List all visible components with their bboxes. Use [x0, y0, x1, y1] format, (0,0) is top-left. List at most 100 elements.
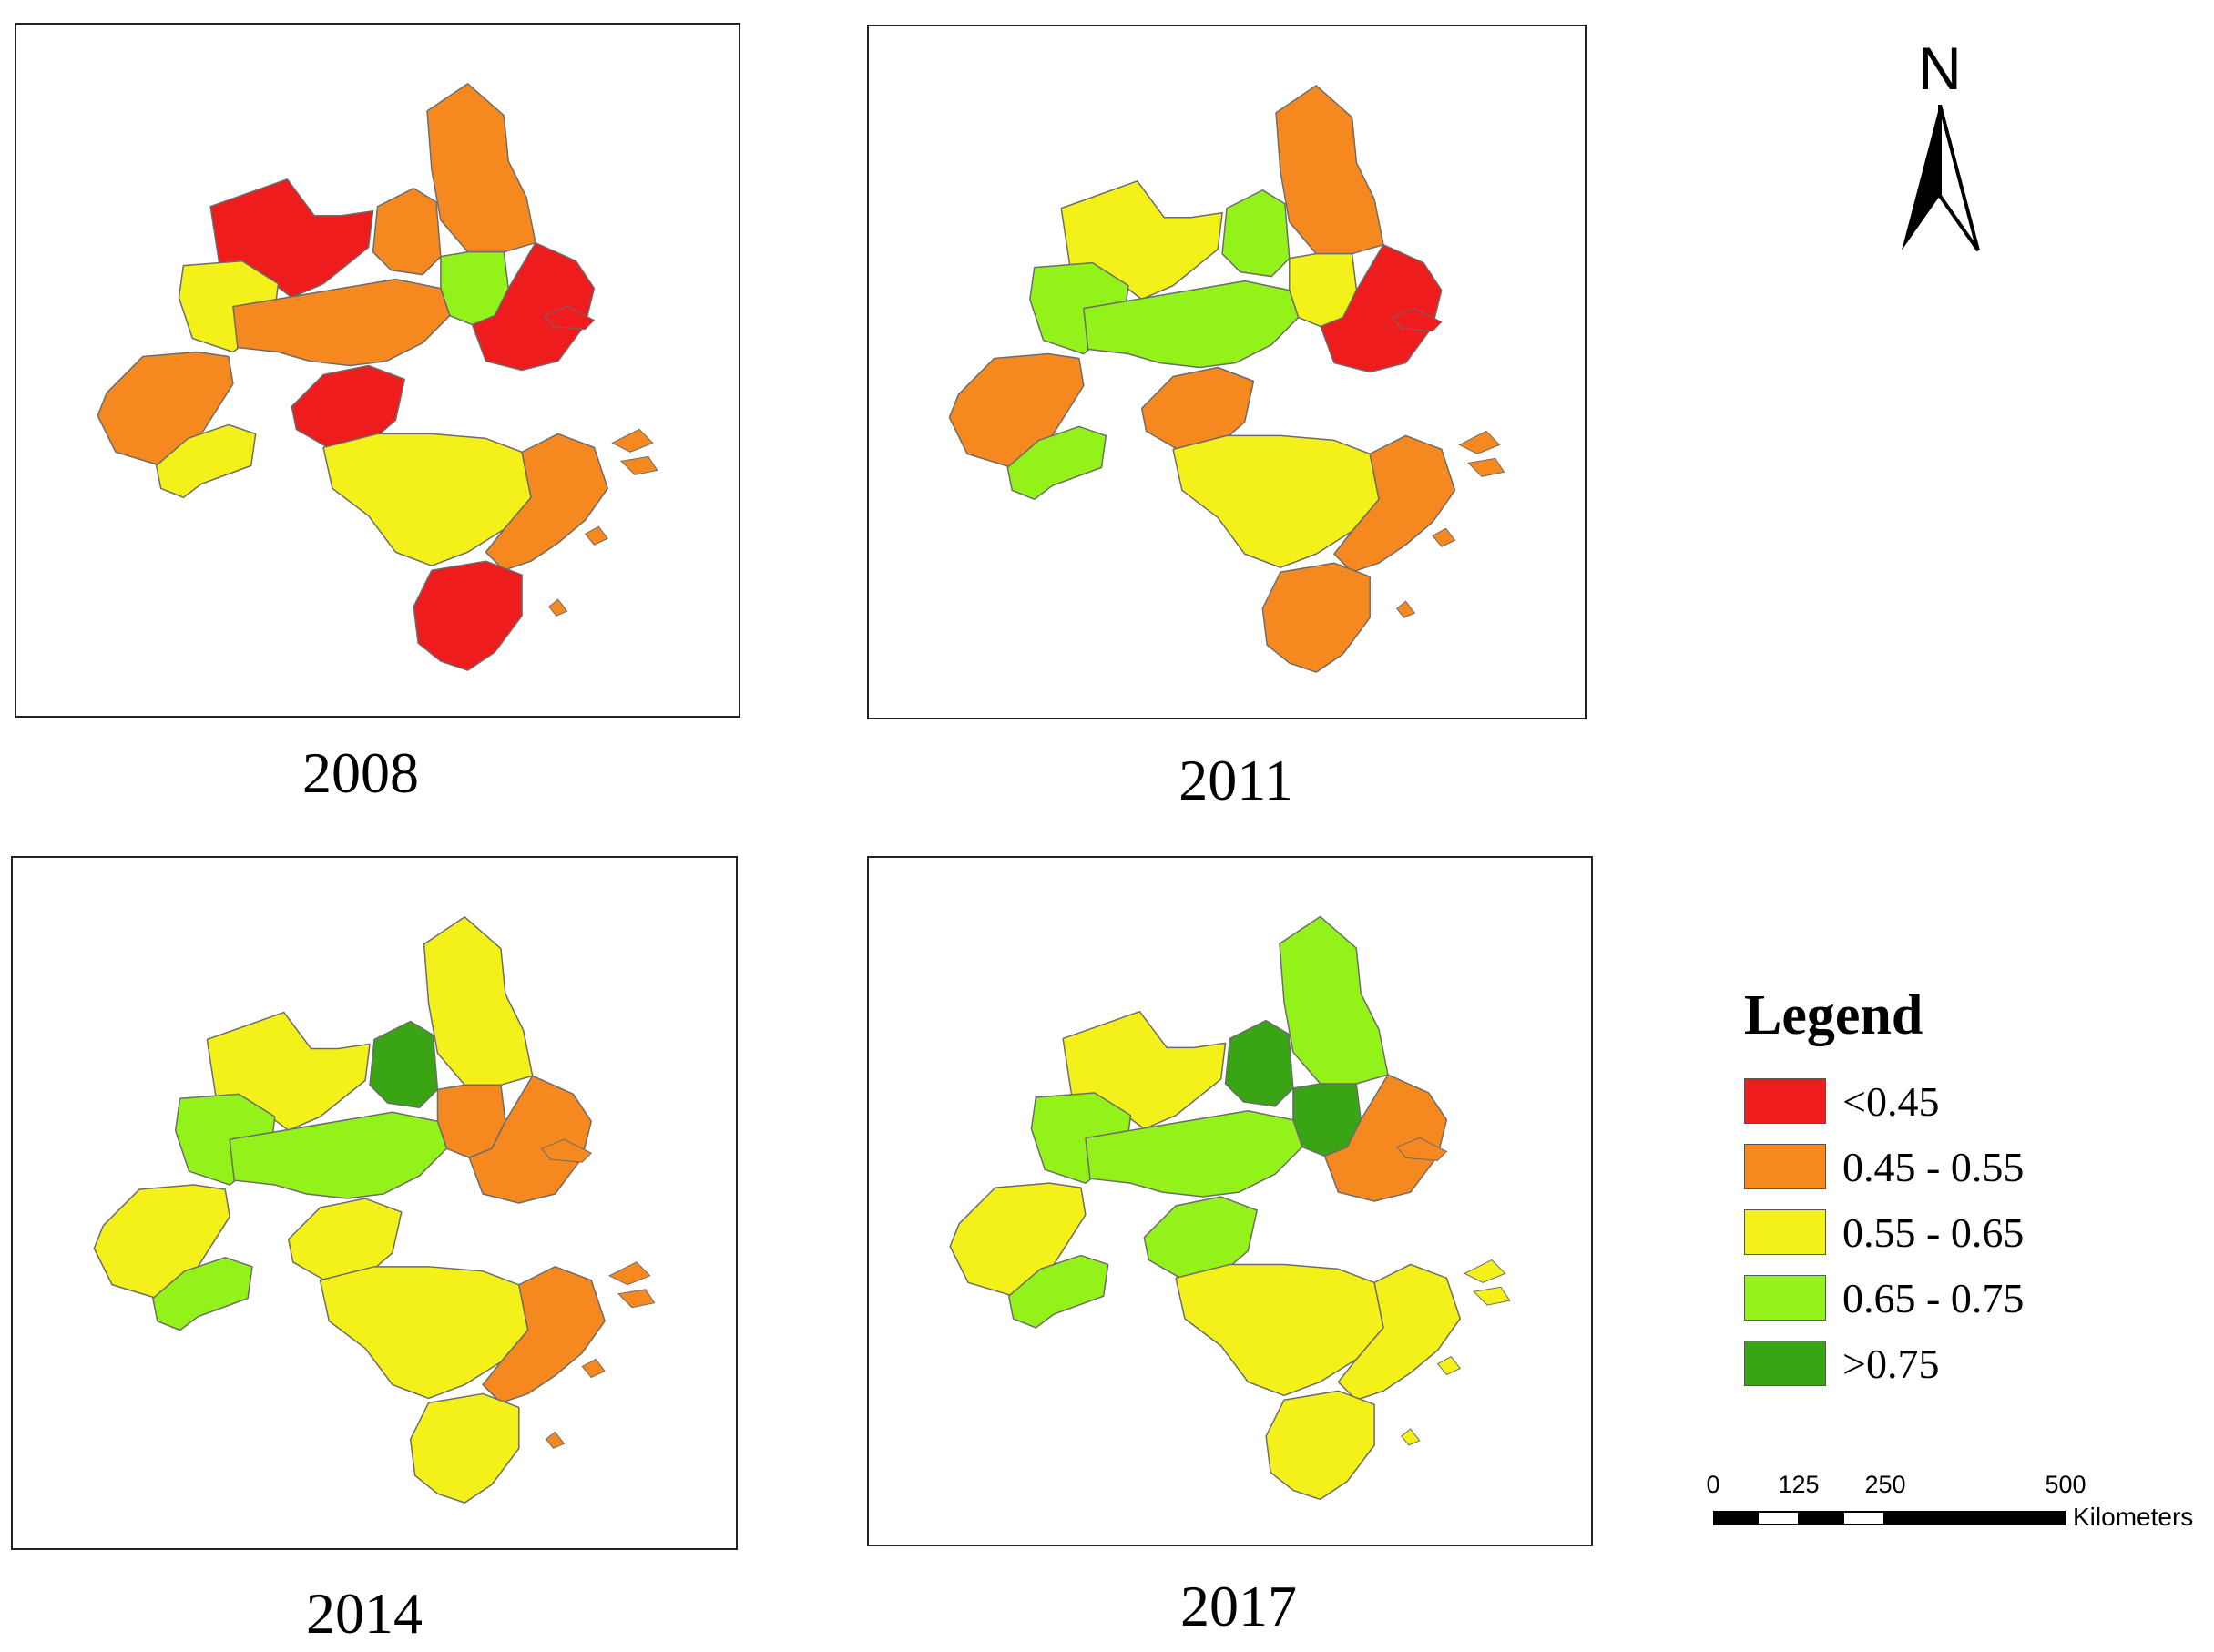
region-group — [97, 83, 658, 671]
island — [1395, 600, 1416, 618]
island — [1432, 527, 1456, 547]
legend: Legend <0.45 0.45 - 0.55 0.55 - 0.65 0.6… — [1744, 984, 2127, 1396]
region-center-band — [232, 278, 451, 367]
region-west-lower — [1007, 1254, 1109, 1329]
legend-label: 0.65 - 0.75 — [1842, 1274, 2025, 1321]
north-arrow: N — [1885, 36, 1995, 264]
map-panel-2014 — [11, 856, 738, 1550]
region-west — [93, 1184, 230, 1300]
region-group — [93, 916, 656, 1504]
region-south-coast — [1337, 1263, 1462, 1402]
region-east — [468, 1075, 592, 1204]
year-label-2017: 2017 — [1180, 1574, 1297, 1638]
legend-label: 0.55 - 0.65 — [1842, 1208, 2025, 1256]
region-west — [948, 352, 1085, 469]
map-2017 — [949, 915, 1511, 1501]
island — [1401, 1428, 1421, 1446]
region-south-tip — [1265, 1390, 1375, 1501]
island — [1458, 430, 1501, 454]
island — [1467, 457, 1505, 477]
island — [1396, 1137, 1448, 1161]
island — [548, 598, 568, 617]
region-center — [291, 364, 405, 449]
legend-item: 0.55 - 0.65 — [1744, 1199, 2127, 1265]
region-west — [949, 1182, 1087, 1297]
scale-segment — [1713, 1511, 1757, 1525]
legend-item: <0.45 — [1744, 1068, 2127, 1134]
region-north-mid — [369, 1020, 439, 1109]
region-north-tip — [1279, 915, 1389, 1085]
legend-title: Legend — [1744, 984, 1923, 1046]
island — [581, 1358, 606, 1379]
year-label-2011: 2011 — [1178, 748, 1293, 812]
scale-tick-label: 0 — [1706, 1471, 1720, 1498]
island — [584, 525, 609, 546]
region-center — [287, 1198, 403, 1281]
island — [1436, 1356, 1462, 1376]
region-north-tip — [423, 916, 534, 1086]
legend-label: >0.75 — [1842, 1340, 1940, 1387]
legend-swatch — [1744, 1275, 1826, 1321]
region-north-mid — [372, 188, 442, 276]
map-2011 — [948, 85, 1505, 673]
region-west-lower — [155, 423, 257, 499]
region-group — [948, 85, 1505, 673]
region-north-tip — [1275, 85, 1384, 255]
island — [1464, 1259, 1506, 1283]
island — [607, 1261, 651, 1286]
region-center-band — [1085, 1110, 1303, 1198]
legend-swatch — [1744, 1341, 1826, 1386]
legend-swatch — [1744, 1209, 1826, 1255]
region-north-mid — [1224, 1019, 1294, 1107]
region-south-coast — [482, 1266, 606, 1404]
scale-tick-label: 250 — [1864, 1471, 1906, 1498]
map-panel-2008 — [15, 23, 740, 718]
region-south-tip — [413, 560, 523, 671]
island — [545, 1431, 566, 1449]
legend-item: 0.45 - 0.55 — [1744, 1134, 2127, 1199]
island — [1391, 308, 1443, 332]
region-group — [949, 915, 1511, 1501]
scale-bar: 0 125 250 500 Kilometers — [1703, 1471, 2213, 1544]
region-east — [1320, 243, 1443, 373]
region-south-coast — [1333, 434, 1456, 573]
region-north-tip — [426, 83, 536, 253]
north-label: N — [1918, 35, 1962, 102]
map-panel-2017 — [867, 856, 1593, 1546]
region-center-band — [229, 1111, 448, 1199]
region-center — [1143, 1196, 1258, 1280]
region-center-band — [1083, 280, 1300, 369]
map-2008 — [97, 83, 658, 671]
map-panel-2011 — [867, 25, 1587, 719]
region-north-mid — [1221, 189, 1291, 278]
region-east — [471, 241, 596, 372]
scale-segment — [1757, 1511, 1800, 1525]
scale-segment — [1885, 1511, 2066, 1525]
region-west-lower — [1006, 425, 1107, 501]
legend-label: 0.45 - 0.55 — [1842, 1143, 2025, 1190]
region-center — [1140, 366, 1255, 451]
legend-label: <0.45 — [1842, 1077, 1940, 1125]
year-label-2008: 2008 — [302, 740, 419, 805]
region-west-lower — [152, 1257, 253, 1331]
scale-tick-label: 500 — [2045, 1471, 2086, 1498]
scale-tick-label: 125 — [1778, 1471, 1820, 1498]
region-south-coast — [485, 433, 609, 571]
year-label-2014: 2014 — [306, 1581, 423, 1646]
legend-swatch — [1744, 1078, 1826, 1124]
scale-segment — [1800, 1511, 1842, 1525]
island — [544, 306, 596, 331]
island — [1473, 1286, 1511, 1306]
island — [611, 428, 654, 453]
region-west — [97, 351, 234, 467]
north-arrow-icon — [1902, 105, 1980, 252]
map-2014 — [93, 916, 656, 1504]
island — [540, 1138, 593, 1163]
legend-item: >0.75 — [1744, 1331, 2127, 1396]
scale-unit-label: Kilometers — [2073, 1503, 2194, 1531]
island — [620, 455, 658, 475]
region-east — [1323, 1074, 1448, 1202]
legend-item: 0.65 - 0.75 — [1744, 1265, 2127, 1331]
scale-segment — [1842, 1511, 1885, 1525]
island — [617, 1289, 656, 1309]
